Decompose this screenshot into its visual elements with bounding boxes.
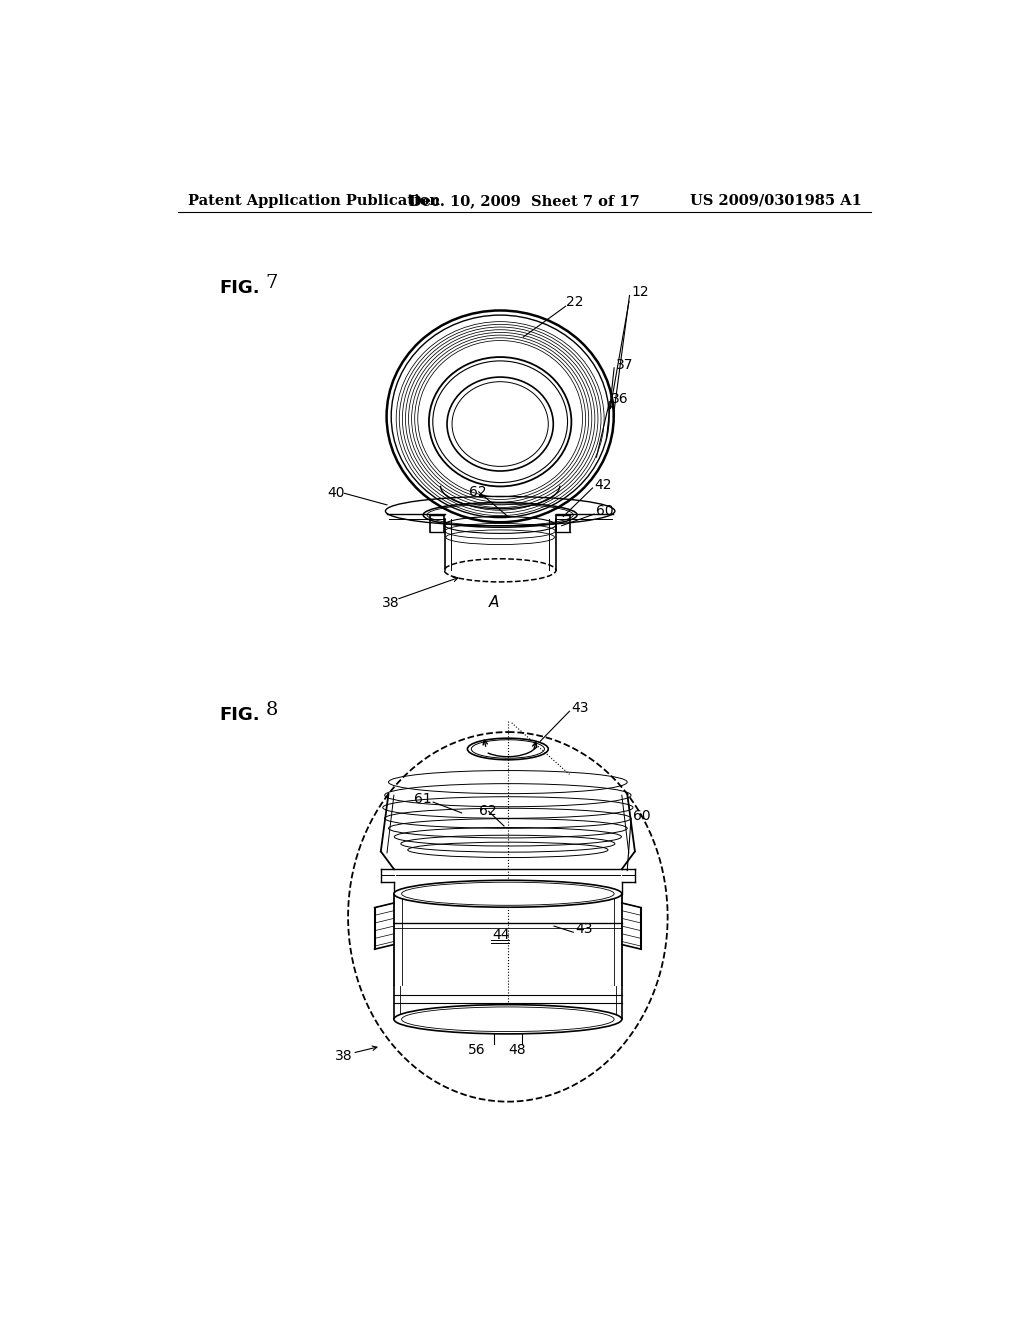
Text: 56: 56 [468, 1043, 485, 1057]
Text: 37: 37 [615, 358, 633, 372]
Text: 12: 12 [631, 285, 648, 300]
Text: US 2009/0301985 A1: US 2009/0301985 A1 [690, 194, 862, 207]
Text: Patent Application Publication: Patent Application Publication [188, 194, 440, 207]
Text: 62: 62 [469, 484, 487, 499]
Text: 61: 61 [414, 792, 432, 807]
Text: 60: 60 [596, 504, 613, 517]
Text: 38: 38 [335, 1049, 352, 1063]
Text: 8: 8 [265, 701, 278, 719]
Text: 60: 60 [633, 809, 650, 822]
Ellipse shape [394, 1005, 622, 1034]
Text: A: A [488, 595, 499, 610]
Text: FIG.: FIG. [219, 279, 260, 297]
Text: Dec. 10, 2009  Sheet 7 of 17: Dec. 10, 2009 Sheet 7 of 17 [410, 194, 640, 207]
Text: 36: 36 [611, 392, 629, 405]
Text: 43: 43 [574, 923, 592, 936]
Text: 38: 38 [382, 595, 400, 610]
Text: 40: 40 [327, 486, 344, 500]
Ellipse shape [394, 880, 622, 907]
Text: 62: 62 [479, 804, 497, 818]
Text: 7: 7 [265, 275, 278, 292]
Text: 43: 43 [571, 701, 589, 715]
Text: 44: 44 [493, 928, 510, 941]
Text: 42: 42 [594, 478, 611, 492]
Text: FIG.: FIG. [219, 706, 260, 725]
Text: 22: 22 [566, 296, 584, 309]
Text: 48: 48 [508, 1043, 525, 1057]
